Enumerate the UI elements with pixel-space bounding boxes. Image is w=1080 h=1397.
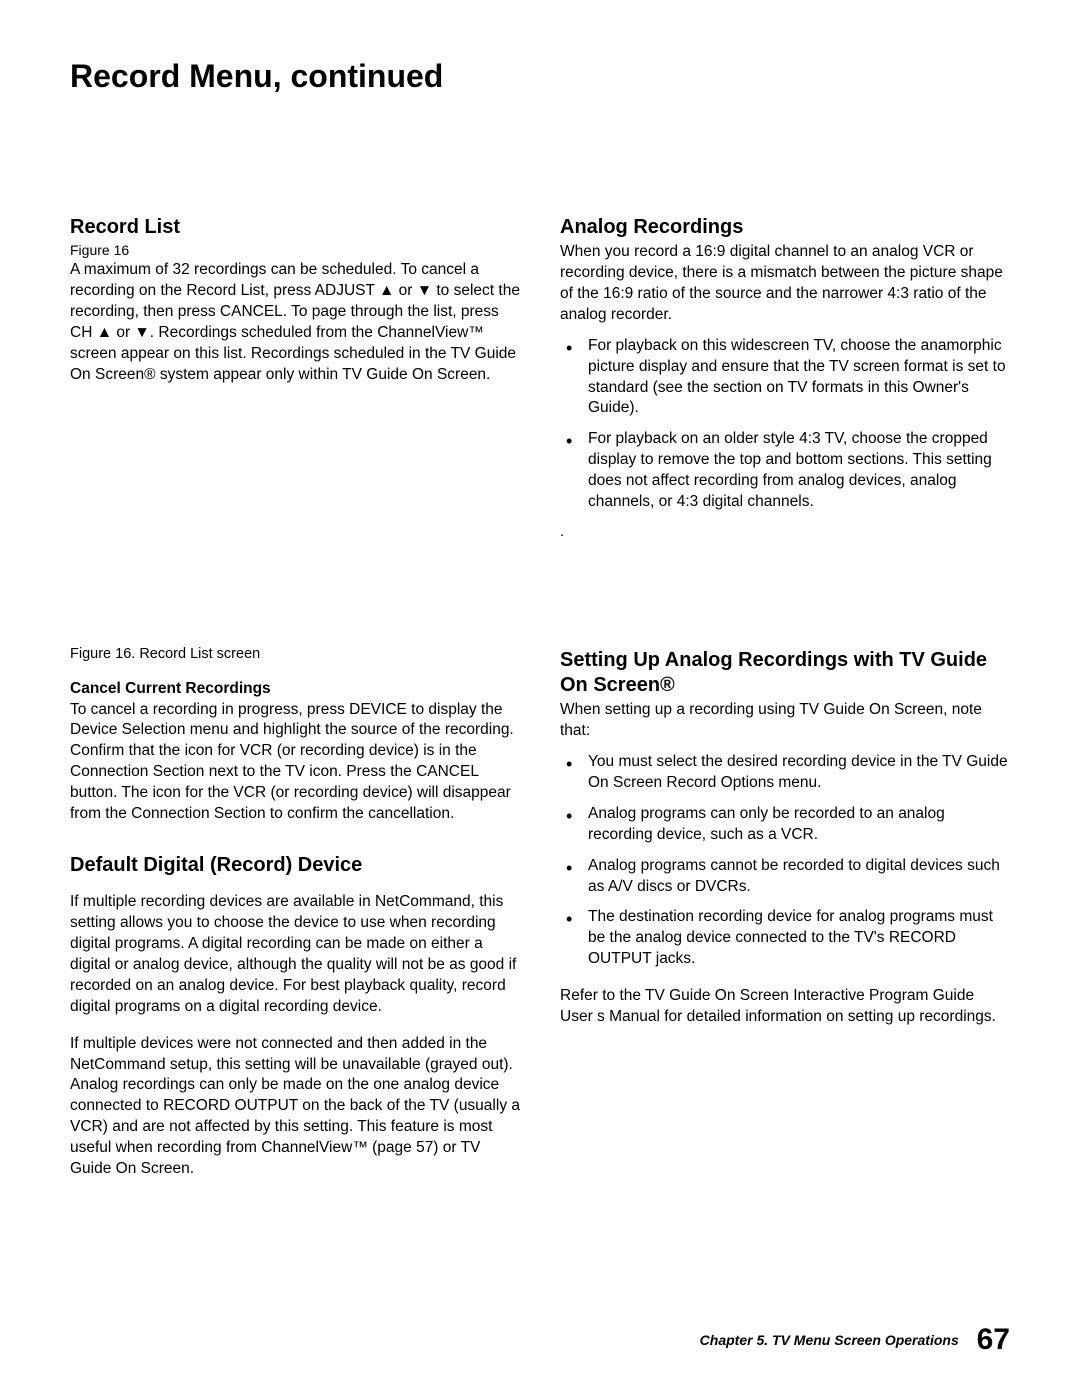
default-device-p1: If multiple recording devices are availa… — [70, 892, 520, 1018]
page-footer: Chapter 5. TV Menu Screen Operations 67 — [700, 1323, 1010, 1357]
list-item: You must select the desired recording de… — [560, 752, 1010, 794]
footer-chapter: Chapter 5. TV Menu Screen Operations — [700, 1332, 959, 1348]
figure-caption: Figure 16. Record List screen — [70, 646, 520, 662]
record-list-section: Record List Figure 16 A maximum of 32 re… — [70, 215, 520, 662]
analog-recordings-intro: When you record a 16:9 digital channel t… — [560, 242, 1010, 326]
default-device-section: Default Digital (Record) Device If multi… — [70, 853, 520, 1180]
setup-analog-intro: When setting up a recording using TV Gui… — [560, 700, 1010, 742]
cancel-recordings-body: To cancel a recording in progress, press… — [70, 700, 520, 826]
analog-recordings-heading: Analog Recordings — [560, 215, 1010, 240]
stray-dot: . — [560, 523, 1010, 540]
left-column: Record List Figure 16 A maximum of 32 re… — [70, 215, 520, 1190]
setup-analog-section: Setting Up Analog Recordings with TV Gui… — [560, 648, 1010, 1028]
list-item: For playback on this widescreen TV, choo… — [560, 336, 1010, 420]
content-columns: Record List Figure 16 A maximum of 32 re… — [70, 215, 1010, 1190]
setup-analog-heading: Setting Up Analog Recordings with TV Gui… — [560, 648, 1010, 698]
list-item: The destination recording device for ana… — [560, 907, 1010, 970]
record-list-heading: Record List — [70, 215, 520, 240]
cancel-recordings-heading: Cancel Current Recordings — [70, 680, 520, 698]
setup-analog-bullets: You must select the desired recording de… — [560, 752, 1010, 970]
setup-analog-closing: Refer to the TV Guide On Screen Interact… — [560, 986, 1010, 1028]
record-list-body: A maximum of 32 recordings can be schedu… — [70, 260, 520, 386]
figure-reference: Figure 16 — [70, 242, 520, 258]
list-item: Analog programs can only be recorded to … — [560, 804, 1010, 846]
default-device-heading: Default Digital (Record) Device — [70, 853, 520, 878]
page-title: Record Menu, continued — [70, 58, 1010, 95]
analog-recordings-section: Analog Recordings When you record a 16:9… — [560, 215, 1010, 540]
page-number: 67 — [977, 1323, 1010, 1356]
right-column: Analog Recordings When you record a 16:9… — [560, 215, 1010, 1190]
analog-recordings-bullets: For playback on this widescreen TV, choo… — [560, 336, 1010, 513]
list-item: Analog programs cannot be recorded to di… — [560, 856, 1010, 898]
list-item: For playback on an older style 4:3 TV, c… — [560, 429, 1010, 513]
default-device-p2: If multiple devices were not connected a… — [70, 1034, 520, 1180]
cancel-recordings-section: Cancel Current Recordings To cancel a re… — [70, 680, 520, 826]
